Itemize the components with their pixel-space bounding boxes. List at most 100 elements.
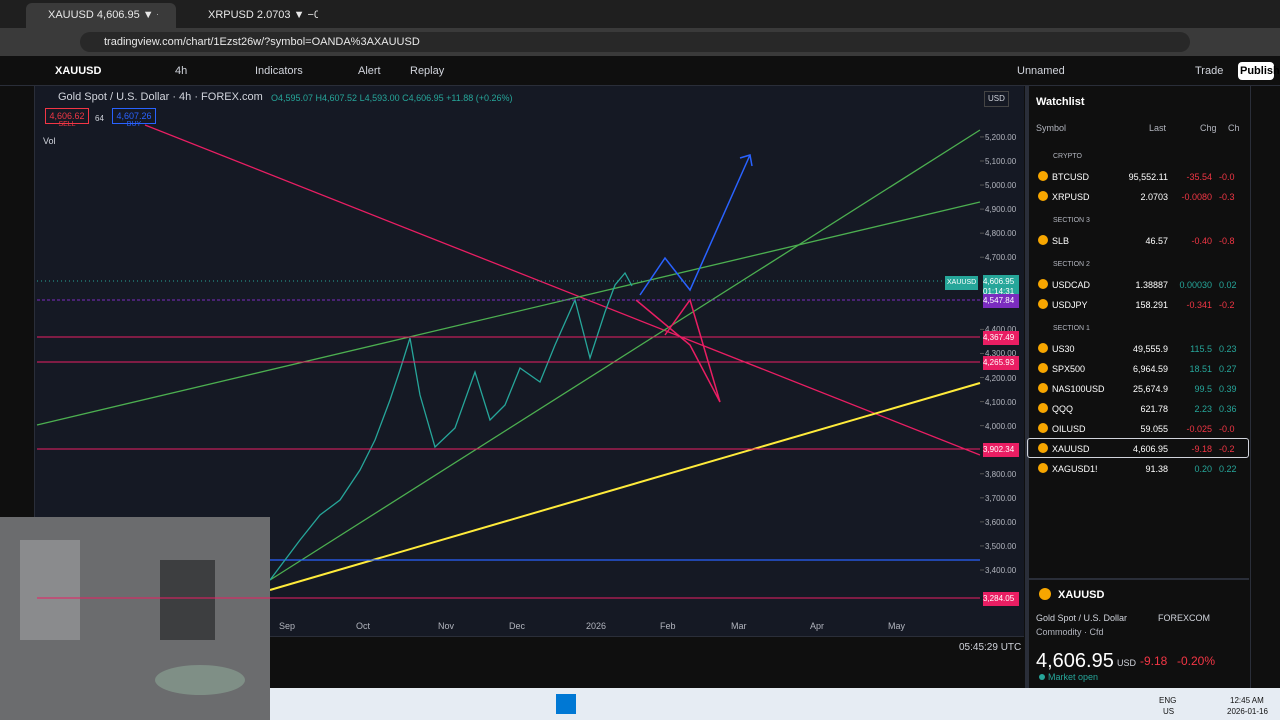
toolbar-layout[interactable]: Unnamed <box>1017 65 1065 77</box>
projection-arrow <box>639 154 751 296</box>
symbol[interactable]: OILUSD <box>1052 424 1086 434</box>
price-tick-label: 3,400.00 <box>985 566 1017 575</box>
price-tick-label: 3,500.00 <box>985 541 1017 551</box>
symbol-icon <box>1038 363 1048 373</box>
toolbar-symbol[interactable]: XAUUSD <box>55 65 102 77</box>
clock: 05:45:29 UTC <box>959 642 1022 653</box>
section-header: CRYPTO <box>1053 153 1082 160</box>
toolbar <box>0 56 1280 86</box>
change-pct: -0.8 <box>1219 236 1235 246</box>
toolbar-trade[interactable]: Trade <box>1195 65 1224 77</box>
section-header: SECTION 1 <box>1053 325 1090 332</box>
price-tick-label: 3,700.00 <box>985 493 1017 503</box>
symbol[interactable]: QQQ <box>1052 404 1074 414</box>
last-price: 91.38 <box>1145 464 1168 474</box>
detail-kind: Commodity · Cfd <box>1036 627 1104 637</box>
level-label: 4,265.93 <box>983 356 1019 370</box>
level-label: 3,902.34 <box>983 443 1019 457</box>
time-tick-label: Feb <box>660 621 676 631</box>
symbol-icon <box>1038 299 1048 309</box>
url-field[interactable] <box>80 32 1190 52</box>
watchlist-panel <box>1025 86 1253 688</box>
change: 2.23 <box>1194 404 1212 414</box>
tab-title[interactable]: XRPUSD 2.0703 ▼ −0.38% Un <box>208 9 318 21</box>
change: -9.18 <box>1191 444 1212 454</box>
time-tick-label: Mar <box>731 621 747 631</box>
last-price: 1.38887 <box>1135 280 1168 290</box>
price-tick-label: 5,000.00 <box>985 181 1017 191</box>
sell-label[interactable]: SELL <box>58 121 76 128</box>
symbol[interactable]: XAGUSD1! <box>1052 464 1098 474</box>
price-tick-label: 5,200.00 <box>985 132 1017 142</box>
symbol[interactable]: SPX500 <box>1052 364 1086 374</box>
change: -0.0080 <box>1181 192 1212 202</box>
symbol[interactable]: USDJPY <box>1052 300 1088 310</box>
symbol-icon <box>1038 463 1048 473</box>
price-tick-label: 4,000.00 <box>985 421 1017 431</box>
time-tick-label: Apr <box>810 621 825 631</box>
level-label: 3,284.05 <box>983 592 1019 606</box>
column-header: Ch <box>1228 123 1240 133</box>
tab-title[interactable]: XAUUSD 4,606.95 ▼ −0.2% Un <box>48 9 158 21</box>
symbol[interactable]: US30 <box>1052 344 1075 354</box>
detail-change-pct: -0.20% <box>1177 654 1216 668</box>
symbol[interactable]: XRPUSD <box>1052 192 1090 202</box>
symbol[interactable]: USDCAD <box>1052 280 1091 290</box>
toolbar-interval[interactable]: 4h <box>175 65 188 77</box>
sell-price[interactable]: 4,606.62 <box>45 108 89 124</box>
change-pct: -0.2 <box>1219 444 1235 454</box>
publish-button[interactable] <box>1238 62 1274 80</box>
time-tick-label: Oct <box>356 621 371 631</box>
last-price: 49,555.9 <box>1132 344 1168 354</box>
change: 0.00030 <box>1179 280 1212 290</box>
toolbar-indicators[interactable]: Indicators <box>255 65 303 77</box>
toolbar-alert[interactable]: Alert <box>358 65 381 77</box>
symbol-icon <box>1038 383 1048 393</box>
ohlc: O4,595.07 H4,607.52 L4,593.00 C4,606.95 … <box>271 93 513 103</box>
symbol-icon <box>1038 191 1048 201</box>
arrow-head <box>739 154 753 167</box>
change-pct: -0.2 <box>1219 300 1235 310</box>
change: -0.341 <box>1186 300 1212 310</box>
price-tick-label: 3,600.00 <box>985 517 1017 527</box>
section-header: SECTION 3 <box>1053 217 1090 224</box>
price-tick-label: 4,800.00 <box>985 229 1017 239</box>
last-price: 2.0703 <box>1140 192 1168 202</box>
url[interactable]: tradingview.com/chart/1Ezst26w/?symbol=O… <box>104 36 420 48</box>
column-header: Last <box>1149 123 1167 133</box>
symbol[interactable]: BTCUSD <box>1052 172 1090 182</box>
change: -35.54 <box>1186 172 1212 182</box>
detail-status: Market open <box>1048 672 1099 682</box>
level-label: 4,547.84 <box>983 294 1019 308</box>
tab-active[interactable] <box>26 3 176 28</box>
change-pct: -0.0 <box>1219 424 1235 434</box>
change-pct: 0.39 <box>1219 384 1237 394</box>
change-pct: 0.23 <box>1219 344 1237 354</box>
toolbar-replay[interactable]: Replay <box>410 65 445 77</box>
watchlist-title[interactable]: Watchlist <box>1036 96 1085 108</box>
trendline <box>269 129 981 581</box>
toolbar-publish[interactable]: Publish <box>1240 65 1280 77</box>
price-tick-label: 5,100.00 <box>985 156 1017 166</box>
webcam-shape <box>160 560 215 640</box>
symbol[interactable]: NAS100USD <box>1052 384 1105 394</box>
buy-price[interactable]: 4,607.26 <box>112 108 156 124</box>
change: 115.5 <box>1190 344 1212 354</box>
last-price: 158.291 <box>1135 300 1168 310</box>
symbol[interactable]: SLB <box>1052 236 1070 246</box>
last-price: 25,674.9 <box>1132 384 1168 394</box>
webcam-shape <box>20 540 80 640</box>
last-price: 46.57 <box>1145 236 1168 246</box>
buy-label[interactable]: BUY <box>126 121 142 128</box>
taskbar-time: 12:45 AM <box>1230 696 1264 705</box>
change-pct: 0.36 <box>1219 404 1237 414</box>
change: -0.025 <box>1186 424 1212 434</box>
symbol[interactable]: XAUUSD <box>1052 444 1090 454</box>
change-pct: -0.3 <box>1219 192 1235 202</box>
chart-title: Gold Spot / U.S. Dollar · 4h · FOREX.com <box>58 91 263 103</box>
start-button[interactable] <box>556 694 576 714</box>
last-price: 4,606.95 <box>1132 444 1168 454</box>
last-price: 59.055 <box>1140 424 1168 434</box>
last-price: 6,964.59 <box>1132 364 1168 374</box>
